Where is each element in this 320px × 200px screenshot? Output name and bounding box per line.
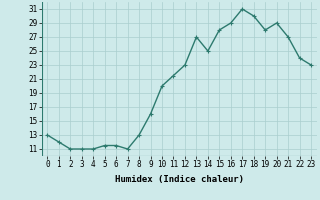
X-axis label: Humidex (Indice chaleur): Humidex (Indice chaleur): [115, 175, 244, 184]
